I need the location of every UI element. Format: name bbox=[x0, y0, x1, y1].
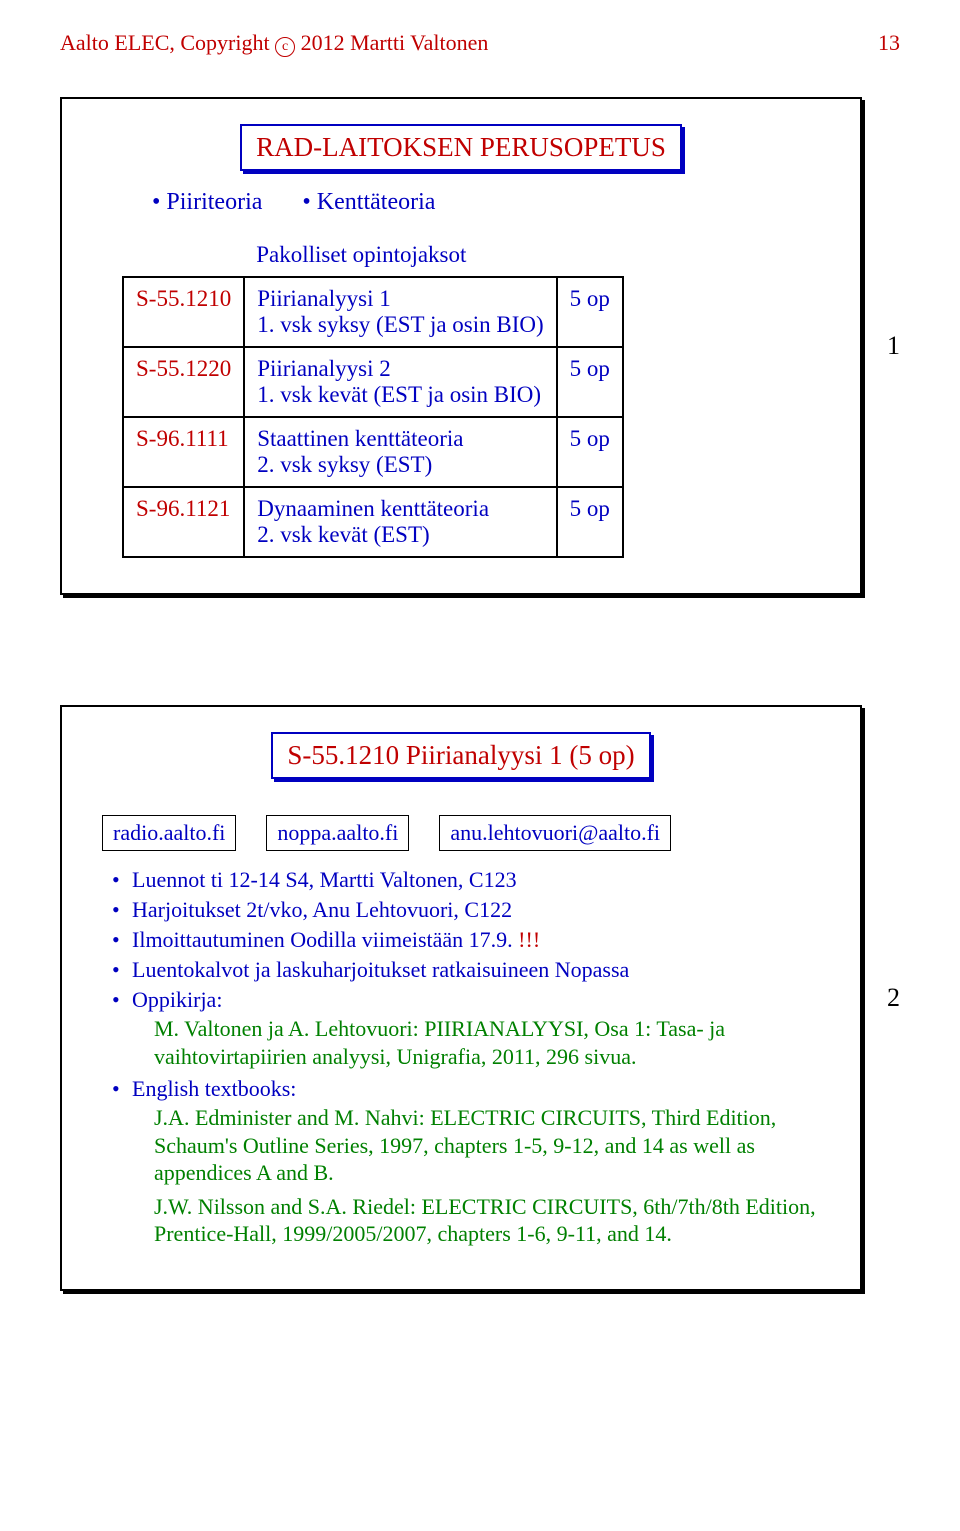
course-code: S-55.1220 bbox=[123, 347, 244, 417]
info-exercises: Harjoitukset 2t/vko, Anu Lehtovuori, C12… bbox=[112, 897, 830, 923]
info-textbook-label: Oppikirja: bbox=[132, 987, 222, 1012]
slide-2-number: 2 bbox=[887, 983, 900, 1013]
slide-gap bbox=[60, 595, 900, 705]
course-detail: 1. vsk kevät (EST ja osin BIO) bbox=[257, 382, 541, 407]
course-detail: 1. vsk syksy (EST ja osin BIO) bbox=[257, 312, 543, 337]
slide-1: RAD-LAITOKSEN PERUSOPETUS Piiriteoria Ke… bbox=[60, 97, 862, 595]
info-english-label: English textbooks: bbox=[132, 1076, 296, 1101]
info-list: Luennot ti 12-14 S4, Martti Valtonen, C1… bbox=[112, 867, 830, 1248]
table-row: S-55.1210 Piirianalyysi 1 1. vsk syksy (… bbox=[123, 277, 623, 347]
table-row: S-96.1111 Staattinen kenttäteoria 2. vsk… bbox=[123, 417, 623, 487]
slide-2-wrap: S-55.1210 Piirianalyysi 1 (5 op) radio.a… bbox=[60, 705, 900, 1291]
page: Aalto ELEC, Copyright c 2012 Martti Valt… bbox=[0, 0, 960, 1331]
course-code: S-96.1111 bbox=[123, 417, 244, 487]
header-text-left: Aalto ELEC, Copyright bbox=[60, 30, 270, 55]
slide-1-bullets: Piiriteoria Kenttäteoria bbox=[152, 189, 830, 216]
table-header: Pakolliset opintojaksot bbox=[244, 234, 556, 277]
slide-1-number: 1 bbox=[887, 331, 900, 361]
slide-2: S-55.1210 Piirianalyysi 1 (5 op) radio.a… bbox=[60, 705, 862, 1291]
slide-2-title-row: S-55.1210 Piirianalyysi 1 (5 op) bbox=[92, 732, 830, 797]
slide-2-title: S-55.1210 Piirianalyysi 1 (5 op) bbox=[271, 732, 650, 779]
table-header-row: Pakolliset opintojaksot bbox=[123, 234, 623, 277]
textbook-edminister: J.A. Edminister and M. Nahvi: ELECTRIC C… bbox=[154, 1104, 830, 1187]
course-name-cell: Dynaaminen kenttäteoria 2. vsk kevät (ES… bbox=[244, 487, 556, 557]
course-name: Piirianalyysi 1 bbox=[257, 286, 391, 311]
header-page-number: 13 bbox=[878, 30, 900, 57]
link-radio[interactable]: radio.aalto.fi bbox=[102, 815, 236, 851]
info-lectures: Luennot ti 12-14 S4, Martti Valtonen, C1… bbox=[112, 867, 830, 893]
link-row: radio.aalto.fi noppa.aalto.fi anu.lehtov… bbox=[102, 815, 830, 851]
info-english-textbooks: English textbooks: J.A. Edminister and M… bbox=[112, 1076, 830, 1248]
page-header: Aalto ELEC, Copyright c 2012 Martti Valt… bbox=[60, 30, 900, 57]
info-materials: Luentokalvot ja laskuharjoitukset ratkai… bbox=[112, 957, 830, 983]
slide-1-wrap: RAD-LAITOKSEN PERUSOPETUS Piiriteoria Ke… bbox=[60, 97, 900, 595]
link-noppa[interactable]: noppa.aalto.fi bbox=[266, 815, 409, 851]
course-code: S-55.1210 bbox=[123, 277, 244, 347]
course-credits: 5 op bbox=[557, 277, 623, 347]
bullet-piiriteoria: Piiriteoria bbox=[152, 189, 262, 216]
course-name-cell: Piirianalyysi 1 1. vsk syksy (EST ja osi… bbox=[244, 277, 556, 347]
info-registration: Ilmoittautuminen Oodilla viimeistään 17.… bbox=[112, 927, 830, 953]
course-name: Dynaaminen kenttäteoria bbox=[257, 496, 489, 521]
course-name: Staattinen kenttäteoria bbox=[257, 426, 463, 451]
course-credits: 5 op bbox=[557, 347, 623, 417]
link-email[interactable]: anu.lehtovuori@aalto.fi bbox=[439, 815, 671, 851]
course-table: Pakolliset opintojaksot S-55.1210 Piiria… bbox=[122, 234, 624, 558]
table-row: S-96.1121 Dynaaminen kenttäteoria 2. vsk… bbox=[123, 487, 623, 557]
header-left: Aalto ELEC, Copyright c 2012 Martti Valt… bbox=[60, 30, 488, 57]
textbook-main: M. Valtonen ja A. Lehtovuori: PIIRIANALY… bbox=[154, 1015, 830, 1070]
info-textbook: Oppikirja: M. Valtonen ja A. Lehtovuori:… bbox=[112, 987, 830, 1070]
course-name-cell: Piirianalyysi 2 1. vsk kevät (EST ja osi… bbox=[244, 347, 556, 417]
slide-1-title-row: RAD-LAITOKSEN PERUSOPETUS bbox=[92, 124, 830, 189]
table-row: S-55.1220 Piirianalyysi 2 1. vsk kevät (… bbox=[123, 347, 623, 417]
course-name-cell: Staattinen kenttäteoria 2. vsk syksy (ES… bbox=[244, 417, 556, 487]
course-name: Piirianalyysi 2 bbox=[257, 356, 391, 381]
course-credits: 5 op bbox=[557, 417, 623, 487]
textbook-nilsson: J.W. Nilsson and S.A. Riedel: ELECTRIC C… bbox=[154, 1193, 830, 1248]
course-credits: 5 op bbox=[557, 487, 623, 557]
slide-1-title: RAD-LAITOKSEN PERUSOPETUS bbox=[240, 124, 682, 171]
info-reg-text: Ilmoittautuminen Oodilla viimeistään 17.… bbox=[132, 927, 513, 952]
copyright-icon: c bbox=[275, 37, 295, 57]
bullet-kenttateoria: Kenttäteoria bbox=[302, 189, 435, 216]
header-author: 2012 Martti Valtonen bbox=[301, 30, 489, 55]
info-reg-emphasis: !!! bbox=[518, 927, 540, 952]
course-code: S-96.1121 bbox=[123, 487, 244, 557]
course-detail: 2. vsk kevät (EST) bbox=[257, 522, 429, 547]
course-detail: 2. vsk syksy (EST) bbox=[257, 452, 432, 477]
